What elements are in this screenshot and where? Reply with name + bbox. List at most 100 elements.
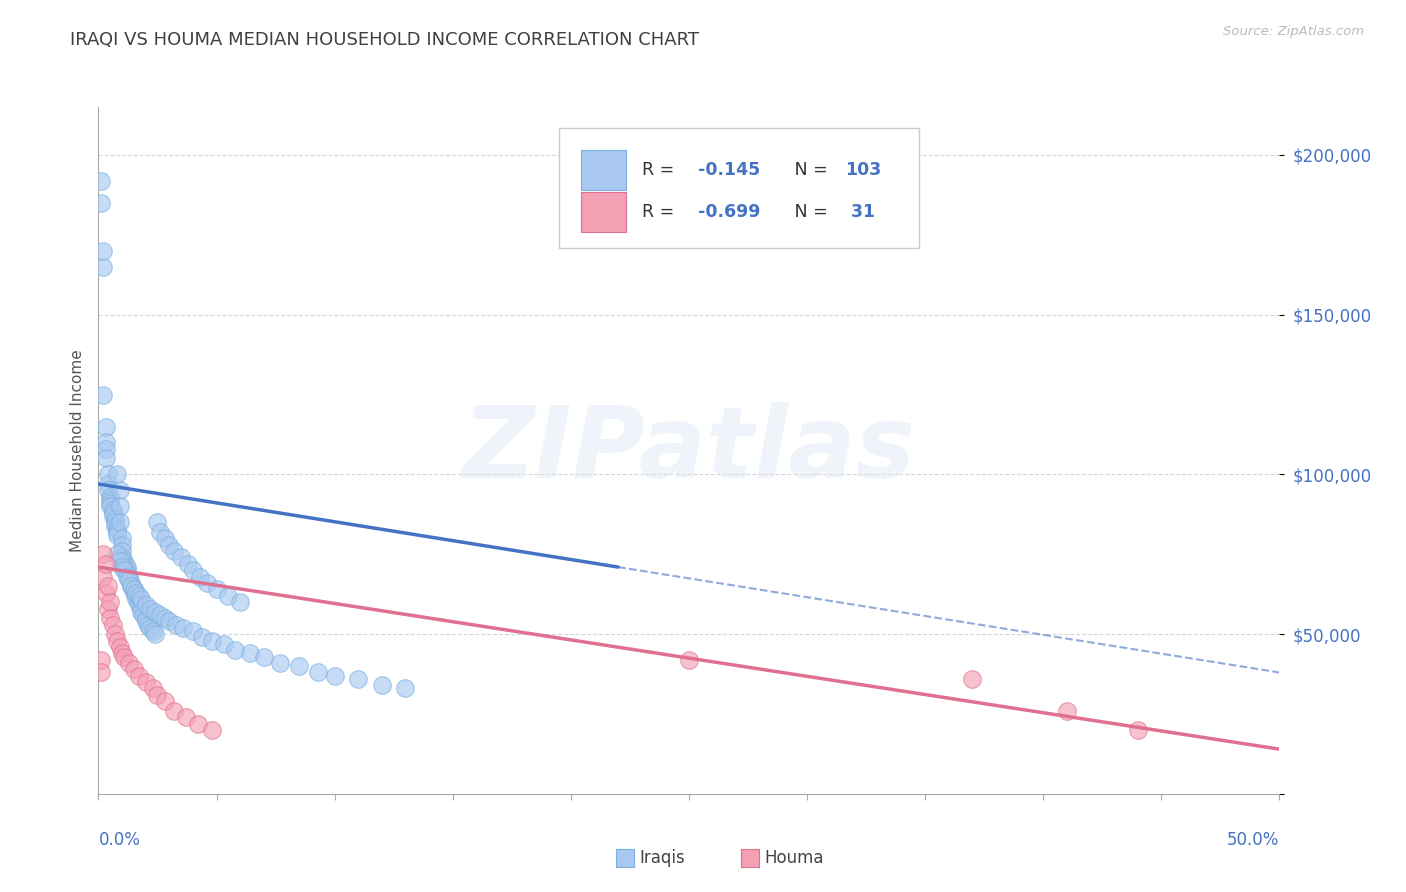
Text: N =: N = [778, 161, 832, 179]
Text: IRAQI VS HOUMA MEDIAN HOUSEHOLD INCOME CORRELATION CHART: IRAQI VS HOUMA MEDIAN HOUSEHOLD INCOME C… [70, 31, 699, 49]
Point [121, 579, 143, 593]
Point [112, 554, 135, 568]
Point [91, 387, 114, 401]
Point [128, 599, 150, 613]
Point [217, 589, 239, 603]
Point [153, 531, 176, 545]
Point [143, 627, 166, 641]
Point [101, 506, 124, 520]
Point [90, 665, 112, 680]
Point [108, 554, 131, 568]
Point [195, 576, 218, 591]
Bar [582, 151, 626, 190]
Point [118, 569, 141, 583]
Point [98, 611, 121, 625]
Point [94, 585, 117, 599]
Point [112, 649, 135, 664]
Point [136, 617, 159, 632]
Point [135, 611, 157, 625]
Point [142, 681, 165, 696]
Point [172, 621, 194, 635]
Point [181, 624, 204, 638]
Point [115, 560, 138, 574]
Point [98, 500, 121, 514]
Point [112, 557, 135, 571]
Point [132, 607, 155, 622]
Point [149, 607, 172, 622]
Point [97, 477, 120, 491]
Point [112, 563, 135, 577]
Point [111, 560, 134, 574]
Point [253, 649, 276, 664]
Point [174, 710, 197, 724]
Point [157, 538, 180, 552]
Point [135, 599, 157, 613]
Point [962, 672, 984, 686]
Text: 0.0%: 0.0% [98, 831, 141, 849]
Point [101, 617, 124, 632]
Point [97, 467, 120, 482]
Point [111, 550, 134, 565]
Point [105, 528, 128, 542]
Point [104, 518, 127, 533]
Point [1126, 723, 1149, 737]
Point [115, 569, 138, 583]
Point [135, 615, 157, 629]
Point [108, 483, 131, 498]
Point [91, 547, 114, 561]
Point [394, 681, 416, 696]
Point [111, 531, 134, 545]
Point [125, 585, 148, 599]
Point [153, 694, 176, 708]
Point [201, 723, 224, 737]
Point [101, 508, 124, 523]
Point [97, 601, 120, 615]
Point [139, 621, 162, 635]
Text: R =: R = [641, 161, 679, 179]
Point [104, 512, 127, 526]
Point [125, 589, 148, 603]
Point [118, 573, 141, 587]
Point [97, 579, 120, 593]
Point [111, 646, 134, 660]
Point [121, 579, 143, 593]
Point [105, 522, 128, 536]
Point [307, 665, 329, 680]
Point [142, 624, 165, 638]
Y-axis label: Median Household Income: Median Household Income [69, 349, 84, 552]
Point [90, 653, 112, 667]
Point [122, 582, 145, 597]
Point [191, 631, 214, 645]
Point [165, 617, 187, 632]
Point [118, 656, 141, 670]
Point [105, 633, 128, 648]
Point [105, 467, 128, 482]
Text: -0.145: -0.145 [699, 161, 761, 179]
Point [108, 516, 131, 530]
Point [129, 601, 152, 615]
Text: Houma: Houma [765, 849, 824, 867]
Point [121, 576, 143, 591]
Text: Iraqis: Iraqis [640, 849, 686, 867]
Point [1056, 704, 1078, 718]
Point [288, 659, 311, 673]
Point [91, 260, 114, 274]
Point [122, 585, 145, 599]
Point [94, 419, 117, 434]
Point [143, 605, 166, 619]
Point [157, 615, 180, 629]
Point [149, 524, 172, 539]
Point [91, 569, 114, 583]
Point [128, 589, 150, 603]
Point [205, 582, 228, 597]
Point [135, 675, 157, 690]
Point [91, 244, 114, 258]
Point [94, 451, 117, 466]
Point [115, 566, 138, 581]
Point [98, 595, 121, 609]
Point [98, 496, 121, 510]
Point [122, 582, 145, 597]
Point [212, 637, 235, 651]
Point [177, 557, 200, 571]
Text: 31: 31 [845, 203, 875, 221]
